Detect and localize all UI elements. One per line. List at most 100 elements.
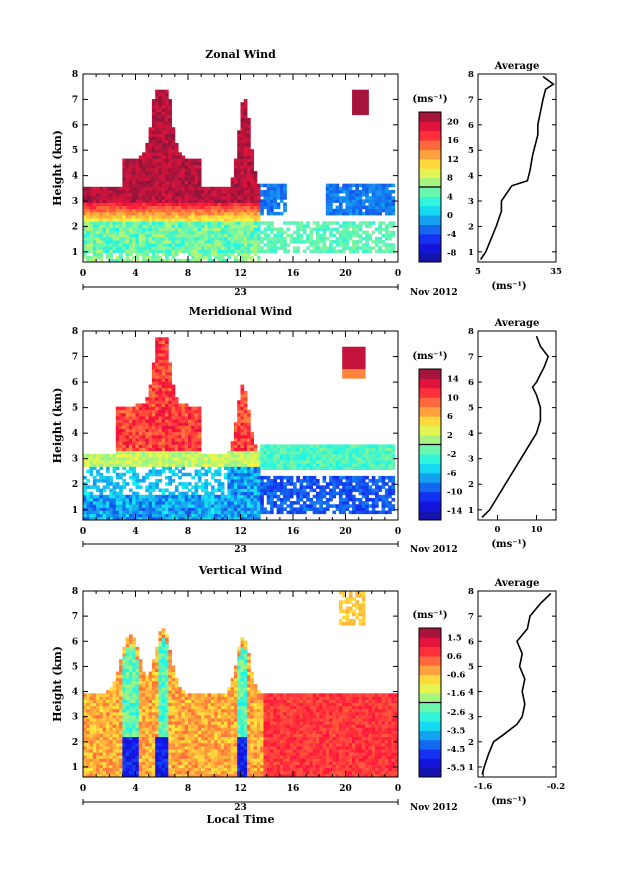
heatmap-cell: [194, 230, 199, 235]
heatmap-cell: [260, 249, 264, 253]
heatmap-cell: [375, 249, 379, 253]
heatmap-cell: [361, 199, 366, 203]
heatmap-cell: [181, 199, 186, 203]
heatmap-cell: [358, 208, 363, 213]
heatmap-cell: [161, 371, 166, 376]
heatmap-cell: [210, 501, 215, 505]
heatmap-cell: [188, 510, 192, 515]
heatmap-cell: [191, 168, 195, 172]
heatmap-cell: [224, 513, 228, 518]
heatmap-cell: [119, 215, 123, 219]
heatmap-cell: [388, 230, 392, 235]
heatmap-cell: [204, 501, 209, 505]
heatmap-cell: [270, 202, 274, 206]
heatmap-cell: [250, 174, 255, 178]
heatmap-cell: [155, 211, 159, 216]
heatmap-cell: [191, 230, 195, 235]
heatmap-cell: [335, 193, 340, 197]
heatmap-cell: [158, 161, 163, 166]
heatmap-cell: [348, 211, 353, 216]
heatmap-cell: [171, 447, 176, 452]
heatmap-cell: [332, 240, 337, 244]
heatmap-cell: [178, 196, 182, 200]
heatmap-cell: [237, 472, 241, 477]
heatmap-cell: [384, 211, 389, 216]
heatmap-cell: [352, 371, 356, 376]
heatmap-cell: [132, 255, 136, 260]
heatmap-cell: [155, 218, 159, 222]
heatmap-cell: [86, 510, 90, 515]
heatmap-cell: [197, 444, 202, 448]
heatmap-cell: [384, 193, 389, 197]
heatmap-cell: [325, 450, 330, 455]
heatmap-cell: [214, 510, 218, 515]
heatmap-cell: [355, 371, 360, 376]
heatmap-cell: [365, 233, 369, 238]
heatmap-cell: [105, 221, 110, 225]
heatmap-cell: [378, 463, 382, 467]
heatmap-cell: [155, 95, 159, 100]
heatmap-cell: [253, 450, 258, 455]
heatmap-cell: [207, 202, 212, 206]
heatmap-cell: [122, 485, 127, 489]
heatmap-cell: [237, 469, 241, 474]
heatmap-cell: [168, 491, 172, 496]
heatmap-cell: [227, 189, 232, 194]
heatmap-cell: [243, 161, 248, 166]
heatmap-cell: [96, 463, 100, 467]
heatmap-cell: [96, 193, 100, 197]
heatmap-cell: [210, 205, 215, 210]
heatmap-cell: [115, 246, 120, 250]
heatmap-cell: [168, 482, 172, 486]
heatmap-cell: [142, 186, 146, 191]
heatmap-cell: [378, 186, 382, 191]
heatmap-cell: [276, 494, 281, 499]
heatmap-cell: [260, 466, 264, 470]
heatmap-cell: [201, 218, 205, 222]
heatmap-cell: [240, 221, 245, 225]
heatmap-cell: [148, 497, 153, 502]
heatmap-cell: [178, 516, 182, 521]
heatmap-cell: [233, 174, 238, 178]
heatmap-cell: [132, 482, 136, 486]
heatmap-cell: [151, 227, 156, 232]
heatmap-cell: [227, 466, 232, 470]
heatmap-cell: [279, 460, 284, 464]
heatmap-cell: [227, 497, 232, 502]
heatmap-cell: [296, 457, 300, 461]
heatmap-cell: [253, 193, 258, 197]
heatmap-cell: [142, 161, 146, 166]
heatmap-cell: [247, 504, 251, 508]
heatmap-cell: [165, 227, 169, 232]
heatmap-cell: [296, 479, 300, 483]
heatmap-cell: [233, 211, 238, 216]
heatmap-cell: [243, 168, 248, 172]
heatmap-cell: [378, 479, 382, 483]
heatmap-cell: [289, 233, 294, 238]
heatmap-cell: [250, 183, 255, 188]
heatmap-cell: [155, 419, 159, 423]
heatmap-cell: [122, 246, 127, 250]
heatmap-cell: [270, 444, 274, 448]
heatmap-cell: [165, 199, 169, 203]
heatmap-cell: [151, 507, 156, 511]
heatmap-cell: [345, 353, 350, 357]
heatmap-cell: [99, 186, 104, 191]
heatmap-cell: [148, 485, 153, 489]
heatmap-cell: [240, 400, 245, 404]
heatmap-cell: [247, 491, 251, 496]
heatmap-cell: [122, 205, 127, 210]
heatmap-cell: [158, 447, 163, 452]
heatmap-cell: [352, 102, 356, 106]
heatmap-cell: [217, 240, 222, 244]
heatmap-cell: [171, 139, 176, 144]
heatmap-cell: [384, 460, 389, 464]
heatmap-cell: [158, 507, 163, 511]
heatmap-cell: [168, 139, 172, 144]
heatmap-cell: [217, 485, 222, 489]
heatmap-cell: [233, 425, 238, 430]
heatmap-cell: [161, 227, 166, 232]
heatmap-cell: [319, 447, 323, 452]
heatmap-cell: [368, 497, 373, 502]
heatmap-cell: [276, 246, 281, 250]
